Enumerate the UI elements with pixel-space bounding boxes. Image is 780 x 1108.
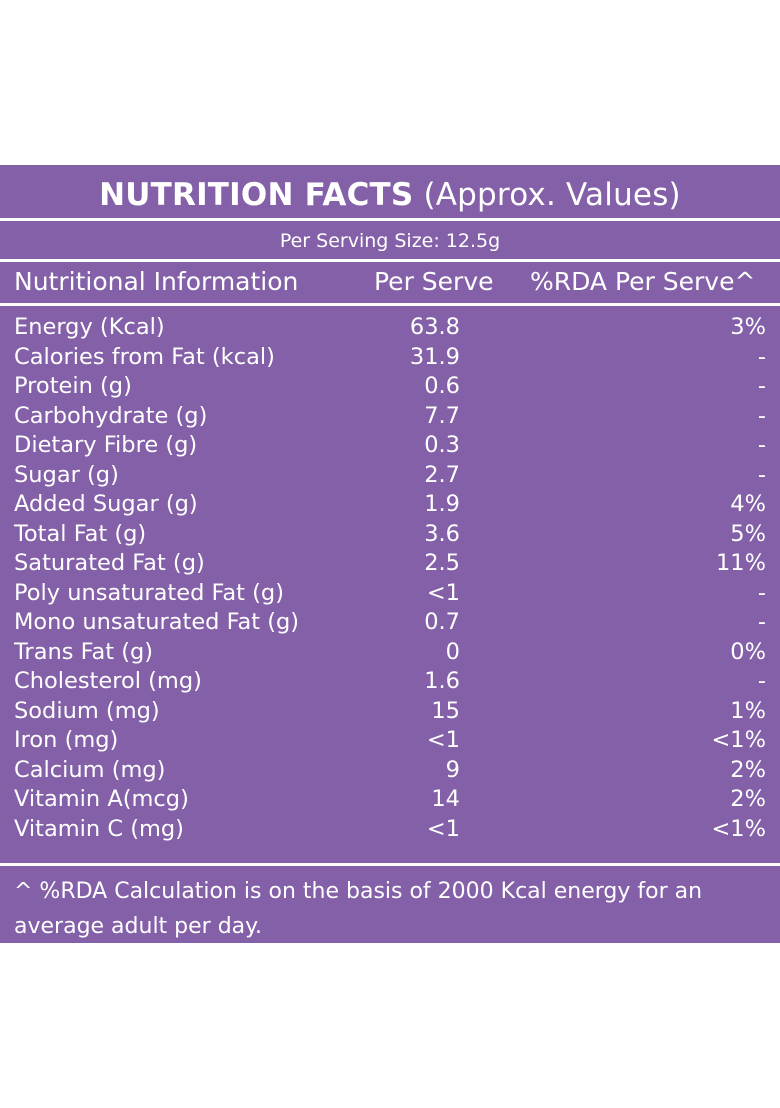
table-row: Saturated Fat (g) 2.5 11%: [0, 549, 780, 579]
nutrient-name: Mono unsaturated Fat (g): [14, 609, 300, 635]
rda-value: -: [757, 432, 766, 458]
table-row: Protein (g) 0.6 -: [0, 372, 780, 402]
rda-value: 1%: [730, 697, 766, 724]
table-row: Vitamin A(mcg) 14 2%: [0, 785, 780, 815]
nutrient-name: Energy (Kcal): [14, 314, 165, 340]
per-serve-value: 0.6: [424, 373, 460, 399]
table-row: Vitamin C (mg) <1 <1%: [0, 815, 780, 845]
table-row: Carbohydrate (g) 7.7 -: [0, 402, 780, 432]
rda-value: -: [757, 461, 766, 488]
title-bold: NUTRITION FACTS: [99, 177, 414, 213]
divider-header: [0, 303, 780, 306]
table-row: Added Sugar (g) 1.9 4%: [0, 490, 780, 520]
divider-title: [0, 218, 780, 221]
nutrition-facts-panel: NUTRITION FACTS (Approx. Values) Per Ser…: [0, 165, 780, 943]
header-per-serve: Per Serve: [374, 267, 494, 296]
per-serve-value: 14: [431, 786, 460, 812]
table-row: Calories from Fat (kcal) 31.9 -: [0, 343, 780, 373]
rda-value: -: [757, 343, 766, 370]
rda-value: -: [757, 609, 766, 635]
table-row: Energy (Kcal) 63.8 3%: [0, 313, 780, 343]
rda-value: 2%: [730, 786, 766, 812]
rda-value: -: [757, 402, 766, 429]
nutrient-name: Saturated Fat (g): [14, 550, 205, 576]
rda-value: 5%: [730, 520, 766, 547]
table-row: Sodium (mg) 15 1%: [0, 697, 780, 727]
per-serve-value: 0: [445, 638, 460, 665]
rda-value: 2%: [730, 756, 766, 783]
table-row: Trans Fat (g) 0 0%: [0, 638, 780, 668]
rda-value: -: [757, 668, 766, 694]
per-serve-value: 2.7: [424, 461, 460, 488]
per-serve-value: <1: [426, 815, 460, 842]
header-rda-per-serve: %RDA Per Serve^: [530, 267, 756, 296]
nutrient-name: Sodium (mg): [14, 697, 160, 724]
per-serve-value: 7.7: [424, 402, 460, 429]
nutrient-name: Calcium (mg): [14, 756, 166, 783]
table-row: Total Fat (g) 3.6 5%: [0, 520, 780, 550]
serving-size: Per Serving Size: 12.5g: [279, 230, 501, 252]
header-nutritional-information: Nutritional Information: [14, 267, 299, 296]
rda-value: -: [757, 579, 766, 606]
per-serve-value: 1.9: [424, 491, 460, 517]
nutrient-name: Dietary Fibre (g): [14, 432, 198, 458]
per-serve-value: 31.9: [409, 343, 460, 370]
table-row: Poly unsaturated Fat (g) <1 -: [0, 579, 780, 609]
per-serve-value: 2.5: [424, 550, 460, 576]
rda-value: 0%: [730, 638, 766, 665]
nutrient-name: Poly unsaturated Fat (g): [14, 579, 284, 606]
per-serve-value: 1.6: [424, 668, 460, 694]
rda-value: <1%: [711, 815, 766, 842]
nutrient-name: Sugar (g): [14, 461, 119, 488]
table-row: Iron (mg) <1 <1%: [0, 726, 780, 756]
nutrient-name: Cholesterol (mg): [14, 668, 202, 694]
table-row: Cholesterol (mg) 1.6 -: [0, 667, 780, 697]
per-serve-value: 0.3: [424, 432, 460, 458]
nutrient-table: Energy (Kcal) 63.8 3% Calories from Fat (kc…: [0, 313, 780, 844]
nutrient-name: Trans Fat (g): [14, 638, 154, 665]
nutrient-name: Vitamin C (mg): [14, 815, 184, 842]
nutrition-title: NUTRITION FACTS (Approx. Values): [0, 175, 780, 215]
rda-value: 4%: [730, 491, 766, 517]
divider-footnote: [0, 863, 780, 866]
per-serve-value: 3.6: [424, 520, 460, 547]
nutrient-name: Iron (mg): [14, 727, 119, 753]
nutrient-name: Carbohydrate (g): [14, 402, 208, 429]
per-serve-value: 9: [445, 756, 460, 783]
nutrient-name: Total Fat (g): [14, 520, 147, 547]
per-serve-value: <1: [426, 579, 460, 606]
table-row: Sugar (g) 2.7 -: [0, 461, 780, 491]
divider-serving: [0, 259, 780, 262]
per-serve-value: 15: [431, 697, 460, 724]
rda-value: -: [757, 373, 766, 399]
rda-footnote: ^ %RDA Calculation is on the basis of 20…: [14, 879, 703, 939]
title-rest: (Approx. Values): [413, 177, 681, 213]
nutrient-name: Protein (g): [14, 373, 132, 399]
nutrient-name: Added Sugar (g): [14, 491, 198, 517]
per-serve-value: 63.8: [409, 314, 460, 340]
nutrient-name: Calories from Fat (kcal): [14, 343, 275, 370]
table-row: Calcium (mg) 9 2%: [0, 756, 780, 786]
per-serve-value: <1: [426, 727, 460, 753]
nutrient-name: Vitamin A(mcg): [14, 786, 189, 812]
rda-value: 3%: [730, 314, 766, 340]
rda-value: <1%: [711, 727, 766, 753]
per-serve-value: 0.7: [424, 609, 460, 635]
table-row: Dietary Fibre (g) 0.3 -: [0, 431, 780, 461]
table-row: Mono unsaturated Fat (g) 0.7 -: [0, 608, 780, 638]
rda-value: 11%: [715, 550, 766, 576]
